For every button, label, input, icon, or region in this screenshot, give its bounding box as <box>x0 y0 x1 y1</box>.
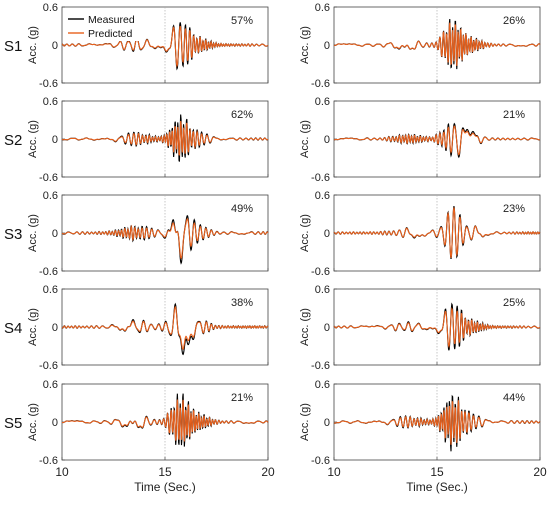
y-tick-label: -0.6 <box>39 266 58 278</box>
y-tick-label: -0.6 <box>39 78 58 90</box>
error-annotation: 49% <box>231 203 253 215</box>
y-axis-label: Acc. (g) <box>299 214 311 252</box>
x-tick-label: 10 <box>327 465 341 479</box>
x-tick-label: 15 <box>158 465 172 479</box>
error-annotation: 26% <box>503 15 525 27</box>
y-axis-label: Acc. (g) <box>299 403 311 441</box>
y-tick-label: -0.6 <box>311 455 330 467</box>
error-annotation: 38% <box>231 297 253 309</box>
error-annotation: 21% <box>231 392 253 404</box>
y-axis-label: Acc. (g) <box>27 26 39 64</box>
x-tick-label: 15 <box>430 465 444 479</box>
y-tick-label: -0.6 <box>311 360 330 372</box>
row-label: S2 <box>4 132 22 149</box>
y-tick-label: 0.6 <box>315 379 330 391</box>
predicted-series-line <box>333 125 541 156</box>
panel-2: 0.6 0 -0.6 Acc. (g) 26% <box>299 2 541 90</box>
error-annotation: 25% <box>503 297 525 309</box>
predicted-series-line <box>61 218 269 260</box>
predicted-series-line <box>61 120 269 156</box>
x-tick-label: 20 <box>533 465 547 479</box>
x-tick-label: 20 <box>261 465 275 479</box>
error-annotation: 62% <box>231 109 253 121</box>
y-axis-label: Acc. (g) <box>27 214 39 252</box>
error-annotation: 44% <box>503 392 525 404</box>
y-tick-label: -0.6 <box>39 360 58 372</box>
y-tick-label: 0.6 <box>43 190 58 202</box>
panel-5: 0.6 0 -0.6 Acc. (g) S3 49% <box>4 190 269 278</box>
y-tick-label: 0 <box>324 417 330 429</box>
panel-3: 0.6 0 -0.6 Acc. (g) S2 62% <box>4 96 269 184</box>
y-tick-label: 0.6 <box>43 379 58 391</box>
predicted-series-line <box>61 25 269 68</box>
y-tick-label: -0.6 <box>311 78 330 90</box>
y-tick-label: 0 <box>324 40 330 52</box>
panel-4: 0.6 0 -0.6 Acc. (g) 21% <box>299 96 541 184</box>
x-tick-label: 10 <box>55 465 69 479</box>
y-axis-label: Acc. (g) <box>27 120 39 158</box>
y-tick-label: -0.6 <box>311 172 330 184</box>
error-annotation: 21% <box>503 109 525 121</box>
panel-7: 0.6 0 -0.6 Acc. (g) S4 38% <box>4 284 269 372</box>
y-tick-label: -0.6 <box>311 266 330 278</box>
y-axis-label: Acc. (g) <box>27 308 39 346</box>
predicted-series-line <box>333 207 541 258</box>
row-label: S1 <box>4 38 22 55</box>
y-tick-label: 0.6 <box>43 284 58 296</box>
y-tick-label: 0 <box>52 228 58 240</box>
y-tick-label: -0.6 <box>39 172 58 184</box>
row-label: S5 <box>4 415 22 432</box>
y-tick-label: 0 <box>324 322 330 334</box>
y-axis-label: Acc. (g) <box>299 120 311 158</box>
predicted-series-line <box>333 307 541 349</box>
y-tick-label: -0.6 <box>39 455 58 467</box>
y-tick-label: 0.6 <box>315 96 330 108</box>
y-tick-label: 0 <box>52 134 58 146</box>
y-tick-label: 0.6 <box>315 190 330 202</box>
legend-measured-label: Measured <box>88 14 135 26</box>
y-tick-label: 0.6 <box>43 96 58 108</box>
panel-1: 0.6 0 -0.6 Acc. (g) S1 57% Measured Predicted <box>4 2 269 90</box>
row-label: S4 <box>4 320 22 337</box>
y-tick-label: 0 <box>324 134 330 146</box>
y-axis-label: Acc. (g) <box>299 26 311 64</box>
predicted-series-line <box>61 305 269 350</box>
y-tick-label: 0.6 <box>315 2 330 14</box>
y-tick-label: 0 <box>52 40 58 52</box>
y-axis-label: Acc. (g) <box>299 308 311 346</box>
panel-8: 0.6 0 -0.6 Acc. (g) 25% <box>299 284 541 372</box>
row-label: S3 <box>4 226 22 243</box>
legend-predicted-label: Predicted <box>88 28 133 40</box>
panel-9: 0.6 0 -0.610 15 20 Time (Sec.) Acc. (g) S5 21% <box>4 379 275 494</box>
y-tick-label: 0 <box>324 228 330 240</box>
legend-box <box>66 11 140 41</box>
y-tick-label: 0.6 <box>315 284 330 296</box>
x-axis-label: Time (Sec.) <box>134 480 196 494</box>
y-tick-label: 0.6 <box>43 2 58 14</box>
panel-10: 0.6 0 -0.610 15 20 Time (Sec.) Acc. (g) 44% <box>299 379 547 494</box>
error-annotation: 57% <box>231 15 253 27</box>
y-tick-label: 0 <box>52 417 58 429</box>
y-axis-label: Acc. (g) <box>27 403 39 441</box>
predicted-series-line <box>333 400 541 445</box>
panel-6: 0.6 0 -0.6 Acc. (g) 23% <box>299 190 541 278</box>
error-annotation: 23% <box>503 203 525 215</box>
x-axis-label: Time (Sec.) <box>406 480 468 494</box>
predicted-series-line <box>333 22 541 66</box>
predicted-series-line <box>61 399 269 442</box>
y-tick-label: 0 <box>52 322 58 334</box>
